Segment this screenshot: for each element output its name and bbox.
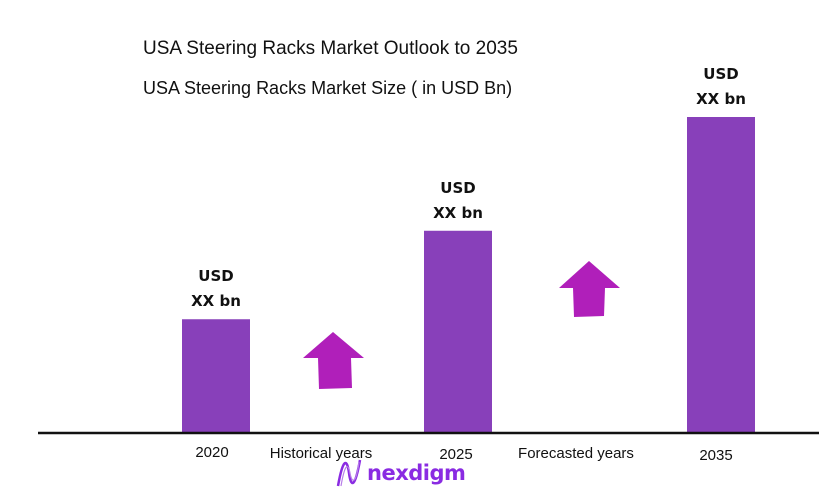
up-arrow-icon <box>303 332 364 389</box>
annotation-forecasted: Forecasted years <box>518 445 634 462</box>
data-label: XX bn <box>191 292 241 310</box>
x-tick-label: 2020 <box>195 444 228 461</box>
data-label: XX bn <box>433 204 483 222</box>
logo-wave-icon <box>336 459 362 487</box>
x-tick-label: 2025 <box>439 446 472 463</box>
x-tick-label: 2035 <box>699 447 732 464</box>
bar-2025 <box>424 230 492 433</box>
up-arrow-icon <box>559 261 620 317</box>
data-label: USD <box>198 267 233 285</box>
chart-title: USA Steering Racks Market Outlook to 203… <box>143 38 518 59</box>
nexdigm-logo: nexdigm <box>335 458 466 488</box>
bar-2020 <box>182 319 250 433</box>
logo-text: nexdigm <box>367 461 466 485</box>
data-label: XX bn <box>696 90 746 108</box>
data-label: USD <box>440 179 475 197</box>
bar-2035 <box>687 117 755 433</box>
chart-subtitle: USA Steering Racks Market Size ( in USD … <box>143 78 513 98</box>
data-label: USD <box>703 65 738 83</box>
annotation-historical: Historical years <box>270 445 373 462</box>
